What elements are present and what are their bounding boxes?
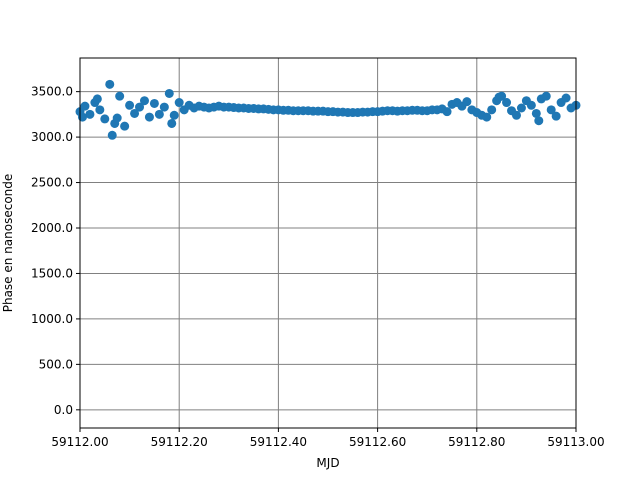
point	[77, 112, 87, 122]
point	[154, 109, 164, 119]
y-tick-label: 500.0	[39, 357, 73, 371]
x-axis-label: MJD	[316, 456, 339, 470]
point	[561, 93, 571, 103]
y-tick-label: 2000.0	[31, 221, 73, 235]
point	[85, 109, 95, 119]
point	[516, 103, 526, 113]
y-axis-label: Phase en nanoseconde	[1, 174, 15, 313]
point	[112, 113, 122, 123]
plot-area	[75, 79, 581, 140]
point	[534, 116, 544, 126]
axes-frame	[79, 57, 577, 429]
point	[92, 94, 102, 104]
point	[511, 110, 521, 120]
point	[105, 79, 115, 89]
x-tick-label: 59113.00	[547, 435, 604, 449]
y-tick-label: 3000.0	[31, 130, 73, 144]
ticks: 59112.00 59112.20 59112.40 59112.60 59112.80…	[31, 85, 605, 449]
point	[502, 98, 512, 108]
point	[80, 101, 90, 111]
y-tick-label: 0.0	[54, 403, 73, 417]
y-tick-label: 2500.0	[31, 176, 73, 190]
point	[159, 102, 169, 112]
point	[139, 96, 149, 106]
x-tick-label: 59112.40	[250, 435, 307, 449]
point	[100, 114, 110, 124]
point	[107, 130, 117, 140]
point	[487, 105, 497, 115]
point	[115, 91, 125, 101]
point	[494, 92, 504, 102]
x-tick-label: 59112.60	[349, 435, 406, 449]
point	[462, 97, 472, 107]
point	[174, 98, 184, 108]
x-tick-label: 59112.80	[448, 435, 505, 449]
point	[130, 108, 140, 118]
point	[442, 107, 452, 117]
point	[482, 112, 492, 122]
point	[526, 100, 536, 110]
point	[95, 105, 105, 115]
point	[551, 111, 561, 121]
point	[149, 98, 159, 108]
point	[546, 105, 556, 115]
point	[541, 91, 551, 101]
y-tick-label: 1000.0	[31, 312, 73, 326]
point	[164, 88, 174, 98]
x-tick-label: 59112.20	[151, 435, 208, 449]
point	[169, 110, 179, 120]
point	[135, 102, 145, 112]
x-tick-label: 59112.00	[51, 435, 108, 449]
point	[120, 121, 130, 131]
y-tick-label: 3500.0	[31, 85, 73, 99]
point	[125, 100, 135, 110]
point	[167, 118, 177, 128]
y-tick-label: 1500.0	[31, 266, 73, 280]
point	[144, 112, 154, 122]
point	[531, 108, 541, 118]
